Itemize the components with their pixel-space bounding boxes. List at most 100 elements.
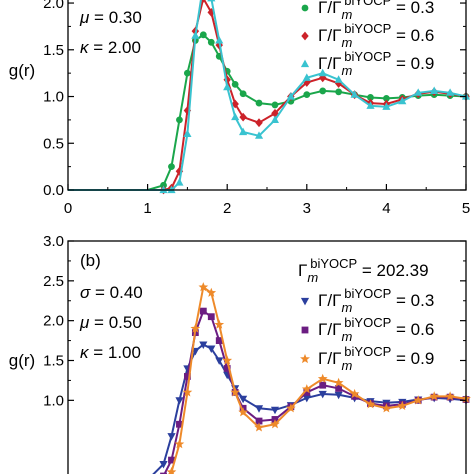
legend-label-part-2: biYOCP xyxy=(344,49,391,64)
y-tick-label: 1.5 xyxy=(43,42,64,59)
data-point xyxy=(334,75,343,83)
data-point xyxy=(334,391,343,400)
data-point xyxy=(175,397,184,405)
legend-title-part-3: = 202.39 xyxy=(357,261,428,280)
data-point xyxy=(182,387,193,397)
legend-label-part-2: biYOCP xyxy=(344,315,391,330)
legend-label-part-3: = 0.6 xyxy=(391,320,434,339)
data-point xyxy=(255,405,264,413)
data-point xyxy=(175,178,184,186)
data-point xyxy=(301,384,312,394)
data-point xyxy=(255,131,264,139)
legend-label-part-2: biYOCP xyxy=(344,21,391,36)
param-value: = 0.50 xyxy=(89,313,141,332)
data-point xyxy=(166,466,177,474)
y-tick-label: 2.5 xyxy=(43,273,64,290)
legend-label-part-1: m xyxy=(341,63,352,78)
legend-label-part-3: = 0.9 xyxy=(391,54,434,73)
data-point xyxy=(198,282,209,292)
legend-label: Γ/ΓmbiYOCP = 0.3 xyxy=(318,286,434,315)
legend-title-part-1: m xyxy=(307,270,318,285)
data-point xyxy=(223,82,232,91)
y-tick-label: 3.0 xyxy=(43,233,64,250)
x-tick-label: 0 xyxy=(64,200,72,217)
legend-label: Γ/ΓmbiYOCP = 0.9 xyxy=(318,344,434,373)
data-point xyxy=(200,0,206,3)
data-point xyxy=(381,403,392,413)
data-point xyxy=(167,433,176,441)
data-point xyxy=(270,406,279,415)
legend-entry: Γ/ΓmbiYOCP = 0.6 xyxy=(301,315,434,344)
data-point xyxy=(231,112,240,121)
data-point xyxy=(398,96,407,105)
data-point xyxy=(270,115,279,123)
legend-label-part-3: = 0.9 xyxy=(391,349,434,368)
data-point xyxy=(254,422,264,432)
data-point xyxy=(174,439,185,449)
panel-b: 1.01.52.02.53.0g(r)(b)σ = 0.40μ = 0.50κ … xyxy=(9,233,471,474)
data-point xyxy=(335,384,343,392)
data-point xyxy=(303,388,311,396)
legend-label-part-2: biYOCP xyxy=(344,344,391,359)
data-point xyxy=(175,166,184,176)
y-tick-label: 2.0 xyxy=(43,0,64,12)
data-point xyxy=(239,112,247,122)
param-annotation: μ = 0.50 xyxy=(79,313,142,332)
legend-title: ΓmbiYOCP = 202.39 xyxy=(298,256,429,285)
data-point xyxy=(366,101,375,109)
param-symbol: μ xyxy=(79,313,90,332)
legend-label: Γ/ΓmbiYOCP = 0.9 xyxy=(318,49,434,78)
series-line-0.9 xyxy=(168,285,467,474)
data-point xyxy=(176,420,183,428)
data-point xyxy=(159,461,168,469)
data-point xyxy=(317,373,328,383)
legend-label-part-1: m xyxy=(341,7,352,22)
data-point xyxy=(207,38,215,46)
legend-marker xyxy=(301,31,309,41)
data-point xyxy=(160,181,167,189)
panel-label: (b) xyxy=(80,251,101,270)
data-point xyxy=(414,88,423,96)
legend-label-part-0: Γ/Γ xyxy=(318,26,341,45)
data-point xyxy=(303,91,311,99)
legend-label-part-0: Γ/Γ xyxy=(318,291,341,310)
data-point xyxy=(445,391,455,401)
data-point xyxy=(199,307,207,315)
param-annotation: κ = 2.00 xyxy=(80,38,141,57)
data-point xyxy=(206,287,217,297)
y-axis-label: g(r) xyxy=(9,351,35,370)
data-point xyxy=(214,319,225,329)
param-symbol: κ xyxy=(80,38,90,57)
legend-label-part-3: = 0.6 xyxy=(391,26,434,45)
data-point xyxy=(239,127,248,136)
data-point xyxy=(215,337,223,344)
data-point xyxy=(160,472,167,474)
legend-label: Γ/ΓmbiYOCP = 0.3 xyxy=(318,0,434,22)
data-point xyxy=(319,381,327,389)
data-point xyxy=(239,90,247,98)
param-symbol: μ xyxy=(79,8,90,27)
data-point xyxy=(302,73,311,81)
legend-label: Γ/ΓmbiYOCP = 0.6 xyxy=(318,315,434,344)
legend-entry: Γ/ΓmbiYOCP = 0.3 xyxy=(300,286,434,315)
param-value: = 0.40 xyxy=(90,283,142,302)
param-symbol: σ xyxy=(80,283,91,302)
legend-entry: Γ/ΓmbiYOCP = 0.9 xyxy=(300,49,434,78)
legend-label-part-0: Γ/Γ xyxy=(318,54,341,73)
param-value: = 1.00 xyxy=(89,343,141,362)
data-point xyxy=(333,377,344,387)
data-point xyxy=(168,456,175,464)
legend-label-part-2: biYOCP xyxy=(344,286,391,301)
data-point xyxy=(207,313,215,321)
legend-marker xyxy=(300,353,310,364)
param-annotation: σ = 0.40 xyxy=(80,283,143,302)
data-point xyxy=(231,99,239,109)
data-point xyxy=(286,92,295,100)
data-point xyxy=(231,80,239,88)
legend-label-part-0: Γ/Γ xyxy=(318,0,341,17)
data-point xyxy=(199,341,208,349)
data-point xyxy=(238,407,248,417)
legend-entry: Γ/ΓmbiYOCP = 0.6 xyxy=(301,21,434,50)
data-point xyxy=(183,129,192,137)
